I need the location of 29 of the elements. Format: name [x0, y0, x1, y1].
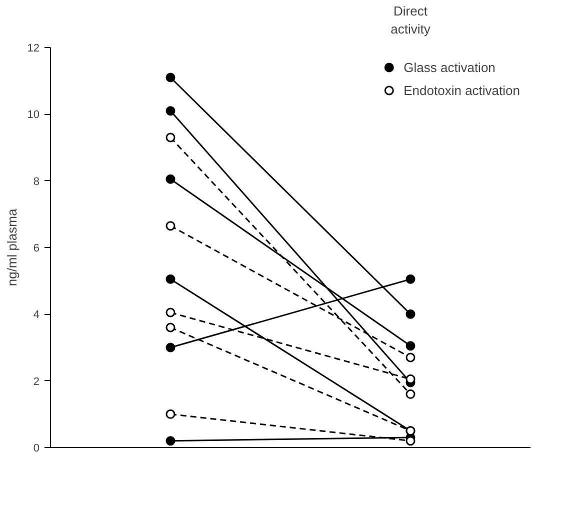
y-tick-label: 12 [27, 42, 40, 54]
point [166, 409, 176, 419]
y-axis-title: ng/ml plasma [4, 208, 20, 286]
y-tick-label: 6 [33, 242, 40, 254]
y-tick-label: 4 [33, 309, 40, 322]
point [406, 389, 416, 399]
point [166, 174, 176, 184]
point [166, 436, 176, 446]
point [166, 322, 176, 332]
point [406, 436, 416, 446]
point [406, 274, 416, 284]
y-tick-label: 0 [33, 442, 40, 454]
y-tick-label: 8 [33, 176, 40, 188]
point [166, 132, 176, 142]
point [406, 352, 416, 362]
legend-label: Glass activation [404, 60, 496, 74]
point [166, 308, 176, 318]
y-tick-label: 10 [27, 109, 40, 122]
point [406, 309, 416, 319]
point [406, 374, 416, 384]
legend-label: Endotoxin activation [404, 82, 520, 98]
y-tick-label: 2 [33, 376, 40, 388]
point [166, 342, 176, 352]
point [166, 274, 176, 284]
point [166, 72, 176, 82]
point [166, 221, 176, 231]
x-tick-label: Direct activity [390, 4, 431, 36]
point [166, 106, 176, 116]
point [406, 341, 416, 351]
